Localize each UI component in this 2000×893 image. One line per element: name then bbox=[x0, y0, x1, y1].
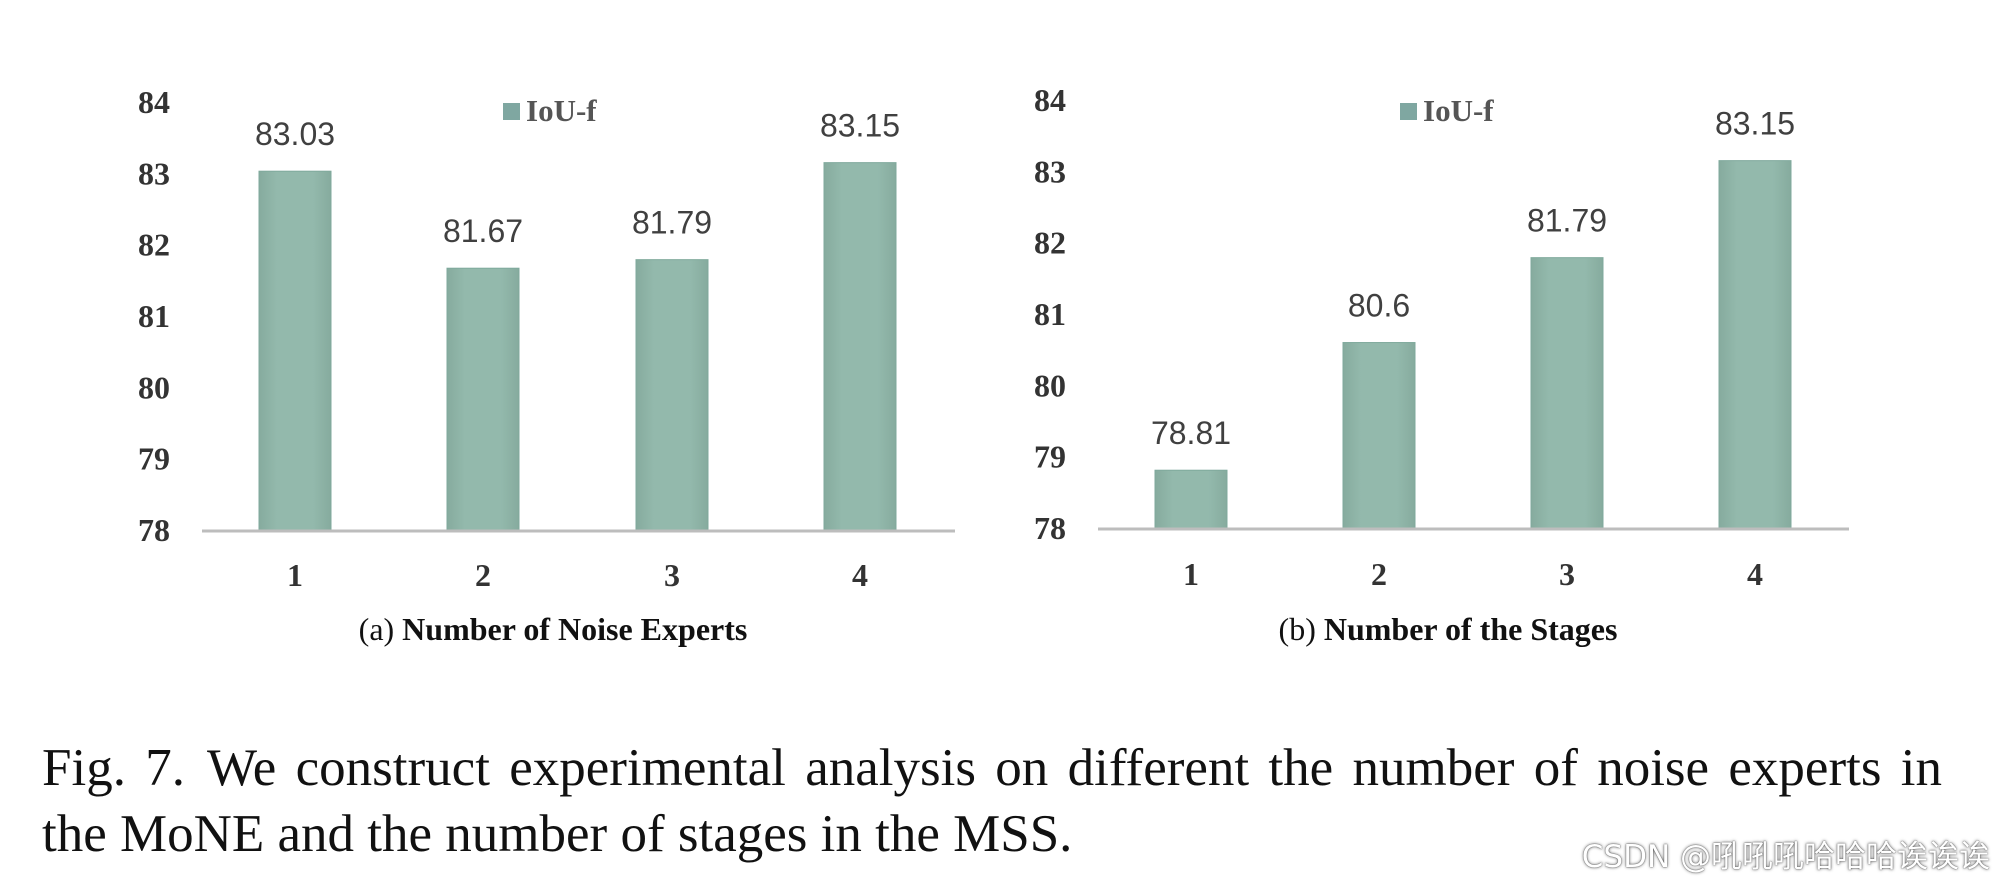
y-tick-label: 78 bbox=[1034, 510, 1066, 546]
bar bbox=[823, 162, 897, 531]
bar bbox=[1718, 160, 1792, 529]
y-tick-label: 83 bbox=[138, 155, 170, 191]
y-tick-label: 78 bbox=[138, 512, 170, 548]
data-label: 78.81 bbox=[1151, 415, 1231, 451]
x-tick-label: 1 bbox=[287, 557, 303, 593]
figure-charts: 78 79 80 81 82 83 84 83.03 1 81.67 2 81.79 3 83.15 4 Io… bbox=[138, 82, 1849, 647]
y-tick-label: 84 bbox=[1034, 82, 1066, 118]
y-tick-label: 80 bbox=[138, 369, 170, 405]
data-label: 81.79 bbox=[632, 205, 712, 241]
watermark: CSDN @吼吼吼哈哈哈诶诶诶 bbox=[1581, 839, 1990, 875]
x-tick-label: 1 bbox=[1183, 556, 1199, 592]
y-tick-label: 81 bbox=[1034, 296, 1066, 332]
x-tick-label: 4 bbox=[852, 557, 868, 593]
data-label: 83.03 bbox=[255, 116, 335, 152]
chart-a: 78 79 80 81 82 83 84 83.03 1 81.67 2 81.79 3 83.15 4 Io… bbox=[138, 84, 955, 647]
x-tick-label: 4 bbox=[1747, 556, 1763, 592]
legend: IoU-f bbox=[1400, 93, 1494, 128]
y-tick-label: 80 bbox=[1034, 367, 1066, 403]
figure-caption: Fig. 7. We construct experimental analysi… bbox=[42, 735, 1942, 867]
x-axis-title-text: Number of the Stages bbox=[1324, 611, 1618, 647]
x-axis-title-text: Number of Noise Experts bbox=[402, 611, 747, 647]
data-label: 81.67 bbox=[443, 213, 523, 249]
bar bbox=[258, 170, 332, 531]
y-tick-label: 83 bbox=[1034, 153, 1066, 189]
caption-label: Fig. 7. bbox=[42, 739, 186, 797]
x-tick-label: 3 bbox=[1559, 556, 1575, 592]
data-label: 81.79 bbox=[1527, 203, 1607, 239]
x-axis-title: (b) Number of the Stages bbox=[1279, 611, 1618, 647]
y-tick-label: 79 bbox=[138, 441, 170, 477]
data-label: 83.15 bbox=[820, 108, 900, 144]
legend-swatch bbox=[503, 103, 520, 120]
bar bbox=[1154, 469, 1228, 529]
legend-label: IoU-f bbox=[526, 93, 597, 128]
x-tick-label: 3 bbox=[664, 557, 680, 593]
caption-text: We construct experimental analysis on di… bbox=[42, 739, 1943, 863]
y-tick-label: 82 bbox=[138, 227, 170, 263]
x-tick-label: 2 bbox=[1371, 556, 1387, 592]
y-tick-label: 84 bbox=[138, 84, 170, 120]
data-label: 80.6 bbox=[1348, 288, 1410, 324]
legend: IoU-f bbox=[503, 93, 597, 128]
y-tick-label: 81 bbox=[138, 298, 170, 334]
bar bbox=[1342, 342, 1416, 529]
y-tick-label: 79 bbox=[1034, 439, 1066, 475]
x-tick-label: 2 bbox=[475, 557, 491, 593]
data-label: 83.15 bbox=[1715, 106, 1795, 142]
legend-swatch bbox=[1400, 103, 1417, 120]
x-axis-title-prefix: (b) bbox=[1279, 611, 1324, 647]
y-tick-label: 82 bbox=[1034, 225, 1066, 261]
x-axis-title-prefix: (a) bbox=[359, 611, 403, 647]
bar bbox=[635, 259, 709, 531]
chart-b: 78 79 80 81 82 83 84 78.81 1 80.6 2 81.79 3 83.15 4 IoU… bbox=[1034, 82, 1849, 647]
bar bbox=[1530, 257, 1604, 529]
x-axis-title: (a) Number of Noise Experts bbox=[359, 611, 748, 647]
bar bbox=[446, 267, 520, 531]
legend-label: IoU-f bbox=[1423, 93, 1494, 128]
